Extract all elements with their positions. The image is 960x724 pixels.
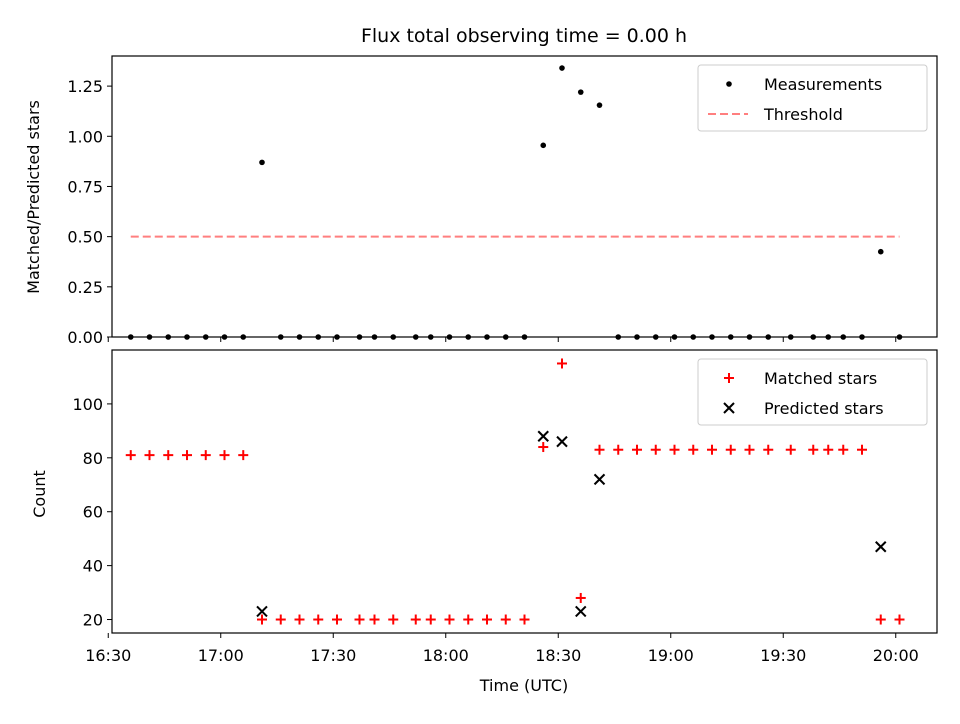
- top-y-ticks: 0.00 0.25 0.50 0.75 1.00 1.25: [67, 77, 112, 347]
- matched-star-point: [557, 358, 567, 369]
- matched-star-point: [332, 614, 342, 625]
- y-tick-label: 20: [83, 611, 103, 630]
- matched-star-point: [238, 450, 249, 461]
- y-tick-label: 0.50: [67, 228, 103, 247]
- y-tick-label: 80: [83, 449, 103, 468]
- matched-star-point: [613, 444, 624, 455]
- matched-star-point: [163, 450, 174, 461]
- y-tick-label: 0.75: [67, 177, 103, 196]
- y-tick-label: 0.25: [67, 278, 103, 297]
- matched-star-point: [808, 444, 819, 455]
- top-legend: Measurements Threshold: [697, 64, 928, 132]
- matched-star-point: [857, 444, 867, 455]
- predicted-star-point: [537, 430, 549, 442]
- top-chart-title: Flux total observing time = 0.00 h: [361, 25, 687, 47]
- matched-star-point: [650, 444, 661, 455]
- matched-star-point: [538, 442, 549, 453]
- matched-star-point: [744, 444, 755, 455]
- y-tick-label: 0.00: [67, 328, 103, 347]
- predicted-star-point: [256, 605, 268, 618]
- top-y-axis-label: Matched/Predicted stars: [24, 100, 43, 294]
- matched-star-point: [632, 444, 642, 455]
- matched-star-point: [575, 592, 586, 603]
- matched-star-point: [369, 614, 380, 625]
- x-tick-label: 16:30: [85, 646, 131, 665]
- legend-box: [697, 358, 928, 426]
- matched-star-point: [388, 614, 399, 625]
- legend-label: Measurements: [764, 75, 882, 94]
- top-x-ticks: [107, 337, 897, 342]
- y-tick-label: 60: [83, 503, 103, 522]
- y-tick-label: 100: [72, 395, 103, 414]
- bottom-x-axis-label: Time (UTC): [479, 676, 568, 695]
- predicted-star-point: [575, 605, 587, 618]
- matched-star-point: [354, 614, 365, 625]
- bottom-y-axis-label: Count: [30, 470, 49, 518]
- matched-star-point: [894, 614, 905, 625]
- bottom-marks: [125, 358, 905, 625]
- matched-star-point: [410, 614, 421, 625]
- legend-x-marker: [723, 402, 735, 414]
- bottom-legend: Matched stars Predicted stars: [697, 358, 928, 426]
- matched-star-point: [313, 614, 324, 625]
- bottom-y-ticks: 20 40 60 80 100: [72, 395, 112, 630]
- y-tick-label: 40: [83, 557, 103, 576]
- x-tick-label: 20:00: [873, 646, 919, 665]
- matched-star-point: [725, 444, 736, 455]
- bottom-plot-frame: [111, 349, 938, 634]
- matched-star-point: [875, 614, 886, 625]
- matched-star-point: [688, 444, 699, 455]
- y-tick-label: 1.00: [67, 127, 103, 146]
- matched-star-point: [707, 444, 717, 455]
- measurement-point: [596, 102, 603, 108]
- x-tick-label: 18:00: [423, 646, 469, 665]
- matched-star-point: [182, 450, 192, 461]
- legend-dot-marker: [726, 81, 732, 87]
- matched-star-point: [482, 614, 492, 625]
- x-tick-label: 19:30: [760, 646, 806, 665]
- measurement-point: [577, 89, 584, 95]
- top-marks: [127, 65, 903, 340]
- matched-star-point: [219, 450, 230, 461]
- matched-star-point: [144, 450, 155, 461]
- legend-label: Predicted stars: [764, 399, 884, 418]
- matched-star-point: [275, 614, 286, 625]
- matched-star-point: [838, 444, 849, 455]
- predicted-star-point: [556, 435, 568, 448]
- measurement-point: [259, 159, 265, 166]
- legend-box: [697, 64, 928, 132]
- x-tick-label: 18:30: [535, 646, 581, 665]
- matched-star-point: [463, 614, 474, 625]
- matched-star-point: [594, 444, 605, 455]
- matched-star-point: [425, 614, 436, 625]
- matched-star-point: [125, 450, 136, 461]
- matched-star-point: [763, 444, 774, 455]
- predicted-star-point: [875, 541, 887, 553]
- matched-star-point: [294, 614, 305, 625]
- legend-plus-marker: [724, 373, 734, 383]
- matched-star-point: [669, 444, 680, 455]
- matched-star-point: [823, 444, 834, 455]
- x-tick-label: 17:00: [198, 646, 244, 665]
- legend-label: Threshold: [763, 105, 843, 124]
- matched-star-point: [444, 614, 455, 625]
- matched-star-point: [200, 450, 211, 461]
- top-chart: Flux total observing time = 0.00 h Match…: [24, 25, 938, 347]
- measurement-point: [559, 65, 565, 71]
- matched-star-point: [257, 614, 267, 625]
- y-tick-label: 1.25: [67, 77, 103, 96]
- top-plot-frame: [111, 55, 938, 338]
- predicted-star-point: [593, 473, 606, 486]
- x-tick-label: 19:00: [648, 646, 694, 665]
- x-tick-label: 17:30: [310, 646, 356, 665]
- legend-label: Matched stars: [764, 369, 877, 388]
- matched-star-point: [785, 444, 796, 455]
- measurement-point: [877, 248, 884, 255]
- matched-star-point: [519, 614, 530, 625]
- matched-star-point: [500, 614, 511, 625]
- measurement-point: [540, 142, 547, 149]
- bottom-x-ticks: 16:30 17:00 17:30 18:00 18:30 19:00 19:30 20:00: [85, 633, 919, 665]
